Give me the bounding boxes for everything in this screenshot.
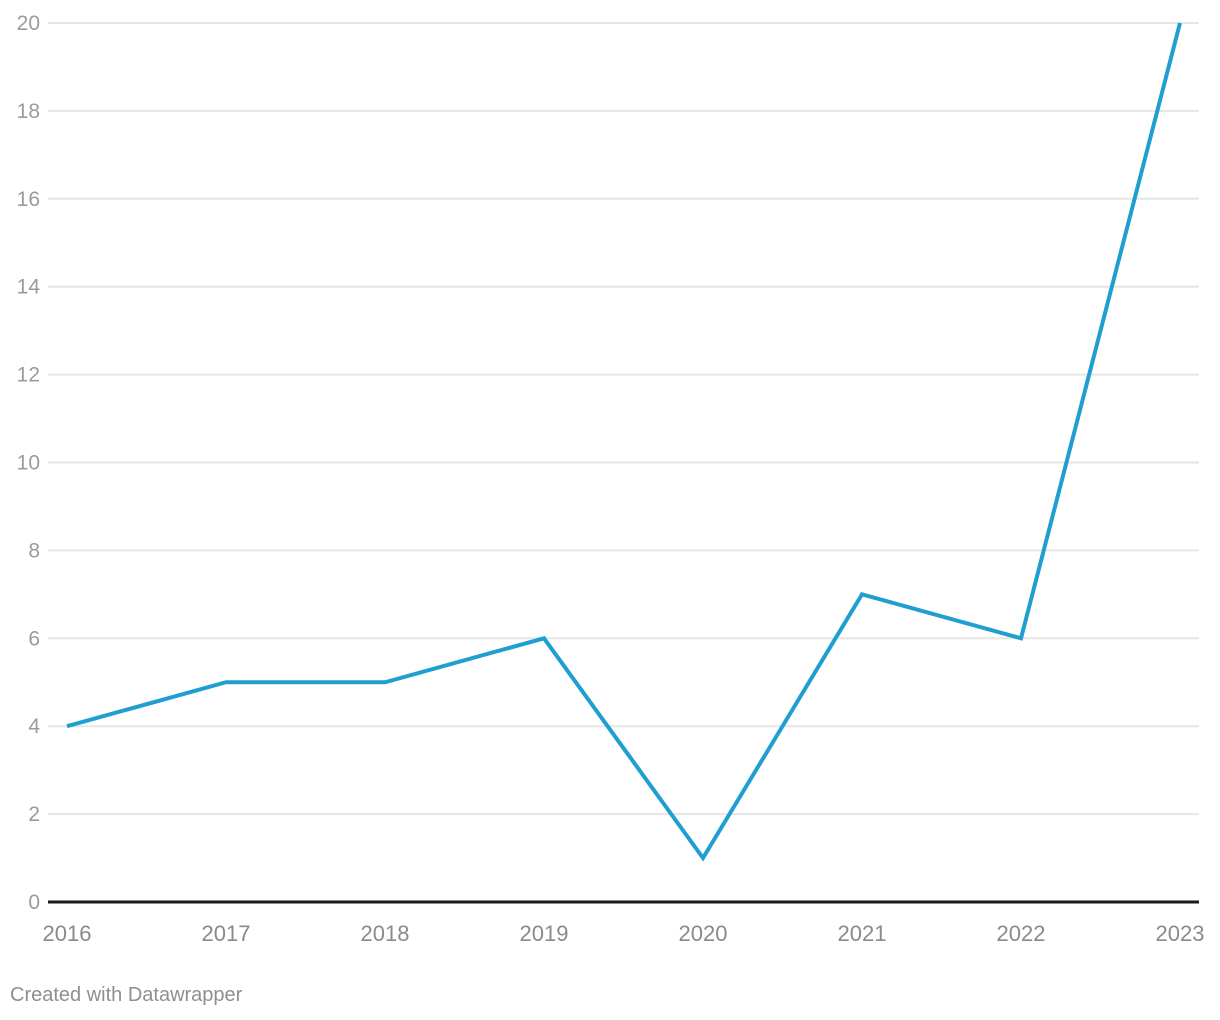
y-tick-label: 4 (28, 715, 40, 738)
x-tick-label: 2022 (997, 921, 1046, 946)
y-tick-label: 6 (28, 627, 40, 650)
data-line (66, 22, 1182, 862)
x-tick-label: 2023 (1156, 921, 1205, 946)
x-tick-label: 2018 (361, 921, 410, 946)
x-tick-label: 2017 (202, 921, 251, 946)
y-tick-label: 14 (17, 276, 41, 299)
y-tick-label: 10 (17, 452, 40, 475)
y-tick-label: 20 (17, 12, 40, 35)
x-tick-label: 2019 (520, 921, 569, 946)
x-tick-label: 2021 (838, 921, 887, 946)
y-tick-label: 8 (28, 539, 40, 562)
y-tick-label: 0 (28, 891, 40, 914)
y-tick-label: 12 (17, 364, 40, 387)
x-tick-label: 2020 (679, 921, 728, 946)
x-tick-label: 2016 (43, 921, 92, 946)
y-tick-label: 18 (17, 100, 40, 123)
credit-text: Created with Datawrapper (10, 984, 243, 1006)
y-tick-label: 2 (28, 803, 40, 826)
y-tick-label: 16 (17, 188, 40, 211)
line-chart: 0 2 4 6 8 10 12 14 16 18 20 2016 2017 2018 2019 2020 202… (17, 12, 1205, 946)
